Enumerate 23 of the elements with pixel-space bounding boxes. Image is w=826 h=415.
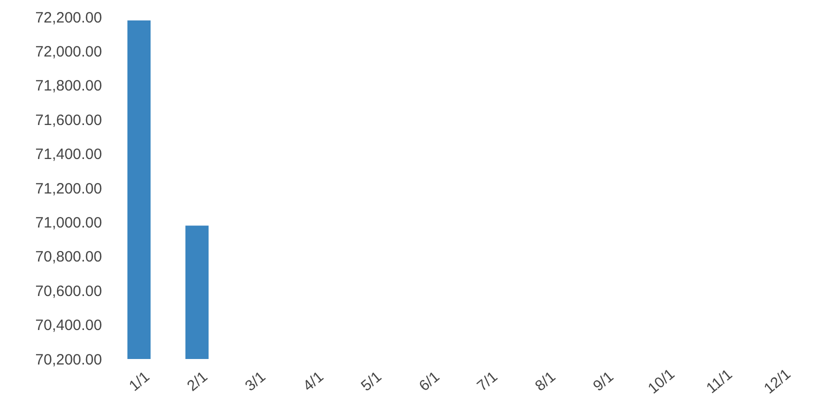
x-tick-label: 10/1 xyxy=(644,366,678,398)
x-tick-label: 4/1 xyxy=(300,368,327,395)
x-tick-label: 9/1 xyxy=(590,368,617,395)
x-tick-label: 11/1 xyxy=(703,366,736,398)
y-tick-label: 71,600.00 xyxy=(35,112,102,129)
y-tick-label: 70,200.00 xyxy=(35,351,102,368)
x-tick-label: 6/1 xyxy=(416,368,443,395)
y-tick-label: 71,400.00 xyxy=(35,146,102,164)
x-tick-label: 8/1 xyxy=(532,368,559,395)
x-tick-label: 3/1 xyxy=(242,368,269,395)
x-tick-label: 12/1 xyxy=(760,366,794,398)
y-tick-label: 71,200.00 xyxy=(35,180,102,198)
x-tick-label: 2/1 xyxy=(184,368,211,395)
y-tick-label: 71,000.00 xyxy=(35,214,102,232)
y-tick-label: 72,200.00 xyxy=(35,9,102,26)
x-tick-label: 7/1 xyxy=(474,368,501,395)
y-tick-label: 70,400.00 xyxy=(35,317,102,334)
y-tick-label: 70,800.00 xyxy=(35,248,102,266)
y-tick-label: 72,000.00 xyxy=(35,43,102,60)
y-tick-label: 70,600.00 xyxy=(35,282,102,300)
y-tick-label: 71,800.00 xyxy=(35,78,102,95)
x-tick-label: 5/1 xyxy=(358,368,385,395)
x-tick-label: 1/1 xyxy=(126,368,153,395)
